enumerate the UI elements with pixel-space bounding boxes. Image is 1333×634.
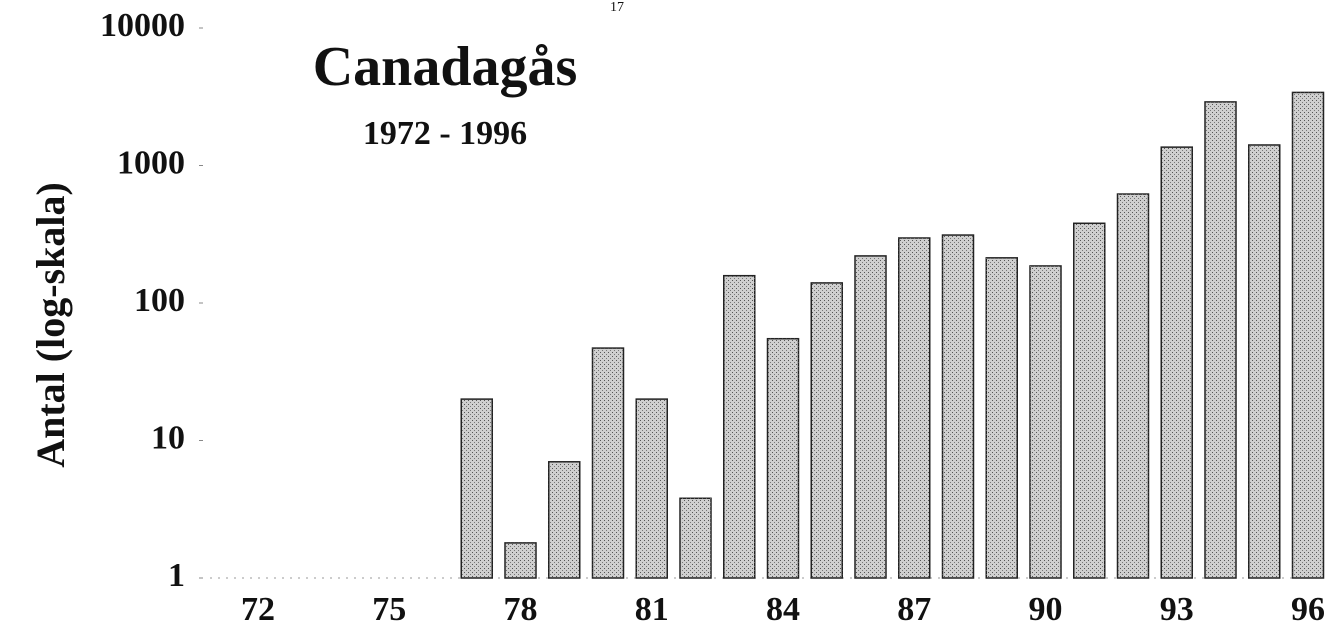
bar [679,497,712,579]
bar [1291,91,1325,579]
y-tick-label: 1 [168,557,185,594]
bar [1116,193,1150,579]
page-number: 17 [610,0,624,15]
bar [1029,265,1062,579]
bar [810,282,843,579]
bar [504,542,537,579]
x-tick-label: 90 [1029,591,1063,628]
bar [460,398,493,579]
bar [766,337,800,579]
bar [591,347,625,579]
x-tick-label: 84 [766,591,800,628]
bar [1073,222,1106,579]
chart-subtitle: 1972 - 1996 [363,115,527,152]
bar [941,234,975,579]
bar [1160,146,1193,579]
x-tick-label: 72 [241,591,275,628]
chart-title: Canadagås [313,36,578,98]
x-tick-label: 93 [1160,591,1194,628]
x-tick-label: 75 [372,591,406,628]
x-tick-label: 87 [897,591,931,628]
y-tick-label: 10000 [100,7,185,44]
y-tick-label: 100 [134,282,185,319]
y-tick-label: 1000 [117,144,185,181]
bar [854,255,887,579]
bar [635,398,668,579]
y-tick-label: 10 [151,419,185,456]
x-tick-label: 78 [504,591,538,628]
bar [985,257,1018,579]
bar [1204,101,1237,579]
bar [898,237,931,579]
bar [1248,144,1281,579]
bar [548,461,581,579]
bar [723,274,756,579]
x-tick-label: 96 [1291,591,1325,628]
x-tick-label: 81 [635,591,669,628]
y-axis-label: Antal (log-skala) [28,182,73,468]
